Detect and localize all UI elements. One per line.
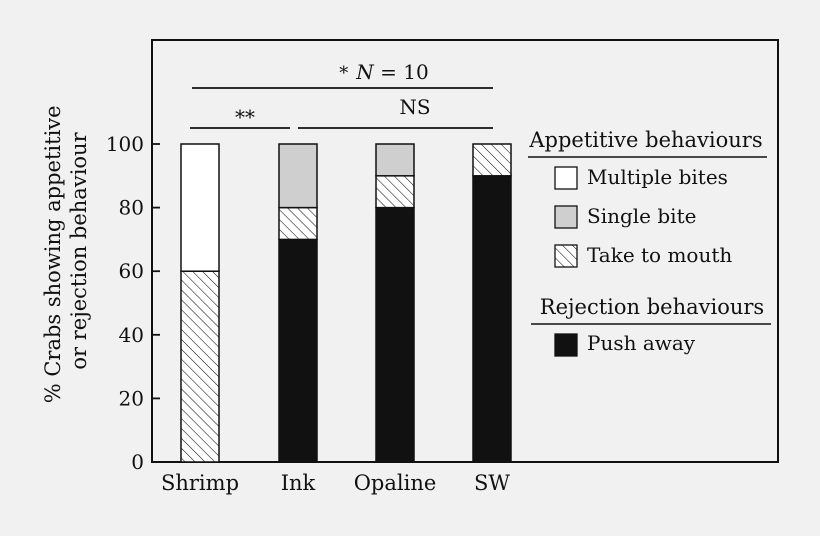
legend-swatch-single-bite bbox=[554, 205, 578, 229]
bar-shrimp-take-to-mouth bbox=[180, 270, 220, 463]
plot-frame bbox=[151, 39, 779, 463]
y-axis-title: % Crabs showing appetitive or rejection … bbox=[41, 99, 91, 404]
top-n: N bbox=[355, 60, 375, 84]
x-tick-label-sw: SW bbox=[474, 471, 510, 495]
legend-label-single-bite: Single bite bbox=[587, 204, 696, 228]
legend-swatch-multiple-bites bbox=[554, 166, 578, 190]
top-n-value: = 10 bbox=[374, 60, 429, 84]
y-tick-label-60: 60 bbox=[119, 259, 144, 283]
left-bracket-label: ** bbox=[235, 105, 255, 129]
bar-sw-push-away bbox=[472, 175, 512, 463]
legend-swatch-push-away bbox=[554, 333, 578, 357]
legend-label-take-to-mouth: Take to mouth bbox=[587, 243, 732, 267]
legend-swatch-take-to-mouth bbox=[554, 244, 578, 268]
y-axis: 0 20 40 60 80 100 bbox=[106, 132, 160, 474]
x-tick-label-ink: Ink bbox=[281, 471, 316, 495]
legend-label-push-away: Push away bbox=[587, 331, 696, 355]
bar-opaline-single-bite bbox=[375, 143, 415, 177]
bar-sw-take-to-mouth bbox=[472, 143, 512, 177]
legend: Appetitive behaviours Multiple bites Sin… bbox=[528, 128, 771, 357]
bar-ink-take-to-mouth bbox=[278, 206, 318, 241]
top-bracket-label: * N = 10 bbox=[339, 60, 428, 84]
x-tick-label-opaline: Opaline bbox=[354, 471, 437, 495]
x-tick-label-shrimp: Shrimp bbox=[161, 471, 239, 495]
bar-opaline-take-to-mouth bbox=[375, 175, 415, 209]
legend-heading-rejection: Rejection behaviours bbox=[540, 295, 764, 319]
significance-annotations: * N = 10 ** NS bbox=[190, 60, 493, 129]
legend-label-multiple-bites: Multiple bites bbox=[587, 165, 728, 189]
legend-heading-appetitive: Appetitive behaviours bbox=[528, 128, 762, 152]
y-tick-label-0: 0 bbox=[131, 450, 144, 474]
y-tick-label-100: 100 bbox=[106, 132, 144, 156]
bars bbox=[180, 143, 512, 463]
bar-shrimp-multiple-bites bbox=[180, 143, 220, 272]
bar-ink-push-away bbox=[278, 238, 318, 463]
right-bracket-label: NS bbox=[399, 95, 430, 119]
y-axis-title-line-2: or rejection behaviour bbox=[67, 131, 91, 369]
x-axis-labels: Shrimp Ink Opaline SW bbox=[161, 471, 510, 495]
bar-ink-single-bite bbox=[278, 143, 318, 209]
y-axis-title-line-1: % Crabs showing appetitive bbox=[41, 105, 65, 403]
bar-opaline-push-away bbox=[375, 206, 415, 463]
top-star: * bbox=[339, 63, 348, 84]
y-tick-label-20: 20 bbox=[119, 386, 144, 410]
y-tick-label-40: 40 bbox=[119, 323, 144, 347]
y-tick-label-80: 80 bbox=[119, 196, 144, 220]
